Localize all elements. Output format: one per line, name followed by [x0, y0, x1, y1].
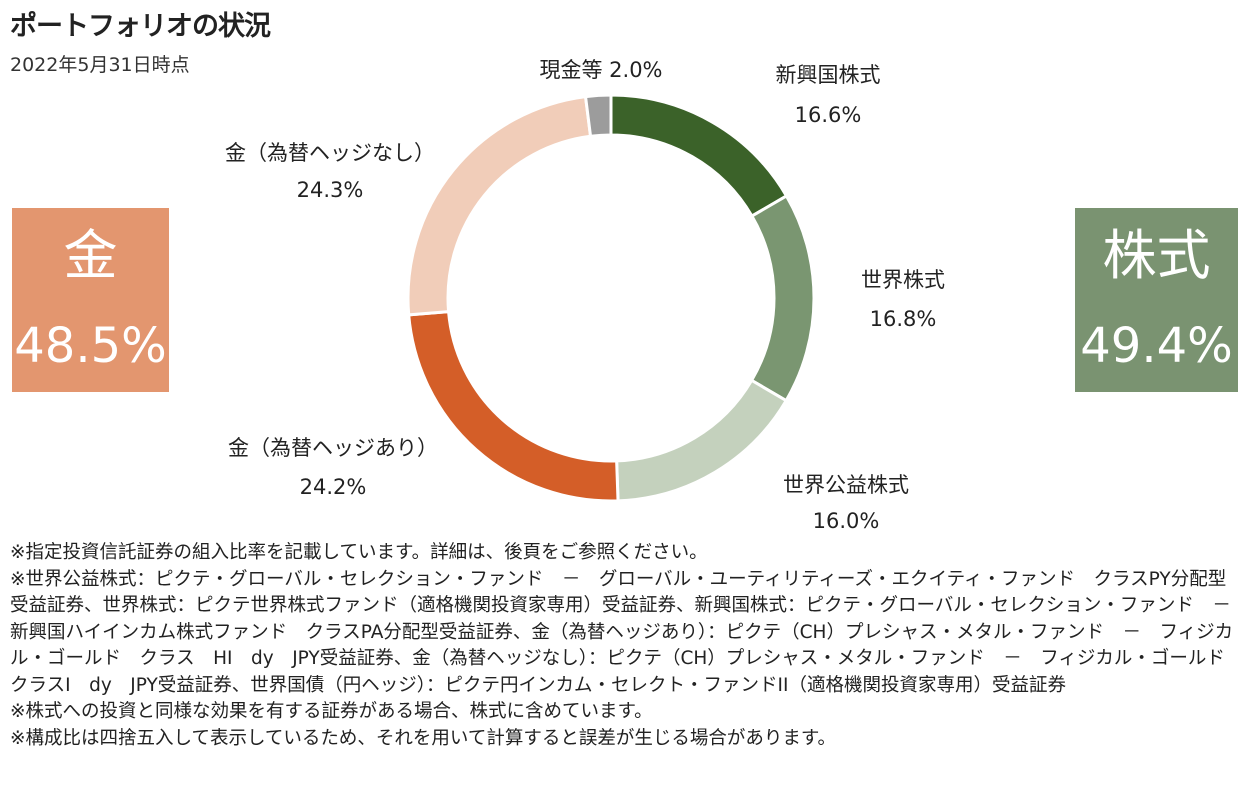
footnote: ※指定投資信託証券の組入比率を記載しています。詳細は、後頁をご参照ください。 [10, 542, 708, 563]
donut-slice [749, 193, 816, 403]
donut-slice [615, 378, 789, 503]
slice-name-label: 金（為替ヘッジあり） [228, 436, 438, 460]
slice-value-label: 2.0% [609, 58, 662, 82]
stock-summary-box: 株式 49.4% [1075, 208, 1238, 392]
gold-summary-value: 48.5% [14, 318, 167, 374]
slice-value-label: 24.2% [300, 475, 367, 499]
slice-name-label: 新興国株式 [776, 63, 881, 87]
page-title: ポートフォリオの状況 [10, 11, 271, 42]
slice-value-label: 24.3% [297, 178, 364, 202]
slice-name-label: 金（為替ヘッジなし） [225, 141, 435, 165]
footnotes: ※指定投資信託証券の組入比率を記載しています。詳細は、後頁をご参照ください。 ※… [10, 540, 1242, 752]
stock-summary-label: 株式 [1102, 224, 1211, 287]
as-of-date: 2022年5月31日時点 [10, 54, 190, 76]
donut-slice [407, 309, 620, 503]
slice-value-label: 16.8% [870, 307, 937, 331]
slice-name-label: 世界公益株式 [783, 473, 909, 497]
donut-slice [583, 93, 613, 138]
footnote: ※構成比は四捨五入して表示しているため、それを用いて計算すると誤差が生じる場合が… [10, 727, 836, 749]
stock-summary-value: 49.4% [1080, 318, 1233, 374]
footnote: ※株式への投資と同様な効果を有する証券がある場合、株式に含めています。 [10, 701, 653, 722]
slice-value-label: 16.6% [795, 103, 862, 127]
donut-slice [609, 93, 789, 219]
slice-value-label: 16.0% [813, 509, 880, 533]
gold-summary-label: 金 [63, 224, 118, 287]
slice-name-label: 現金等 2.0% [539, 58, 662, 82]
gold-summary-box: 金 48.5% [12, 208, 169, 392]
donut-chart: 新興国株式 16.6% 世界株式 16.8% 世界公益株式 16.0% 金（為替ヘッジあり）… [225, 58, 945, 533]
footnote: ※世界公益株式：ピクテ・グローバル・セレクション・ファンド － グローバル・ユー… [10, 568, 1234, 696]
donut-slice [406, 94, 593, 317]
slice-name-label: 世界株式 [861, 268, 945, 292]
